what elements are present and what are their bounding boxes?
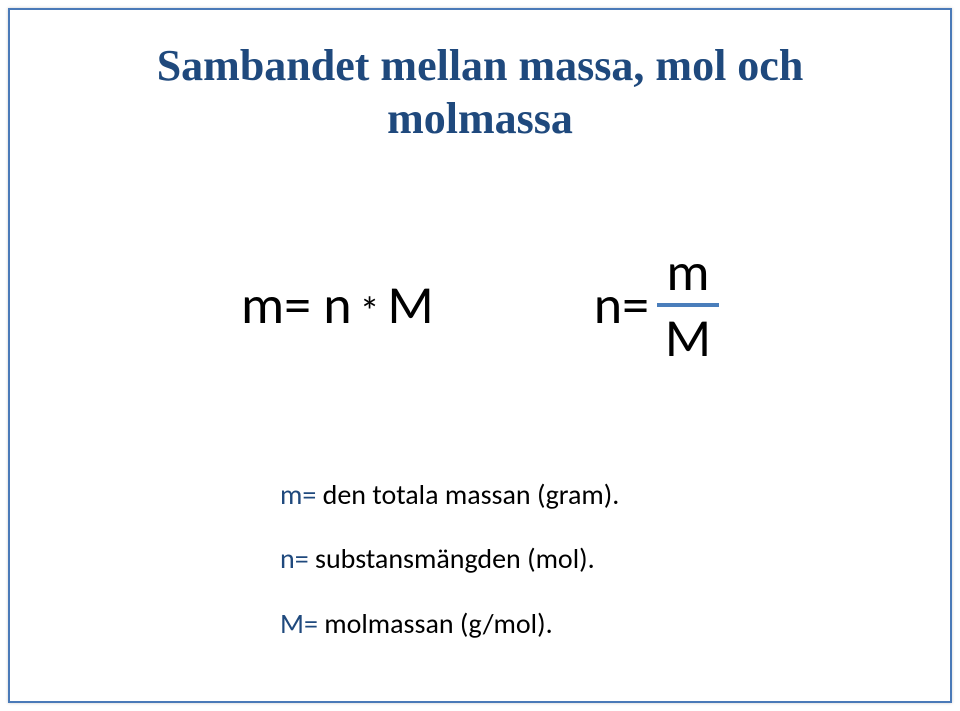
formula-moles-lhs: n= [594, 272, 649, 338]
definitions: m= den totala massan (gram). n= substans… [280, 470, 619, 663]
definition-M: M= molmassan (g/mol). [280, 599, 619, 649]
formula-mass-suffix: M [388, 272, 434, 338]
fraction: m M [657, 245, 719, 365]
slide-frame: Sambandet mellan massa, mol och molmassa… [8, 8, 952, 703]
definition-n-prefix: n= [280, 541, 315, 576]
slide-title: Sambandet mellan massa, mol och molmassa [60, 40, 900, 146]
formula-mass-operator: * [360, 287, 380, 336]
formula-mass: m= n * M [241, 272, 434, 338]
title-line-2: molmassa [387, 94, 573, 143]
fraction-denominator: M [665, 309, 711, 365]
definition-m-prefix: m= [280, 477, 323, 512]
fraction-numerator: m [666, 245, 709, 301]
definition-n-text: substansmängden (mol). [315, 541, 595, 576]
formula-row: m= n * M n= m M [10, 245, 950, 365]
definition-M-prefix: M= [280, 606, 324, 641]
definition-n: n= substansmängden (mol). [280, 534, 619, 584]
formula-mass-prefix: m= n [241, 272, 352, 338]
formula-moles: n= m M [594, 245, 719, 365]
title-line-1: Sambandet mellan massa, mol och [157, 41, 804, 90]
definition-M-text: molmassan (g/mol). [324, 606, 552, 641]
definition-m-text: den totala massan (gram). [323, 477, 620, 512]
definition-m: m= den totala massan (gram). [280, 470, 619, 520]
